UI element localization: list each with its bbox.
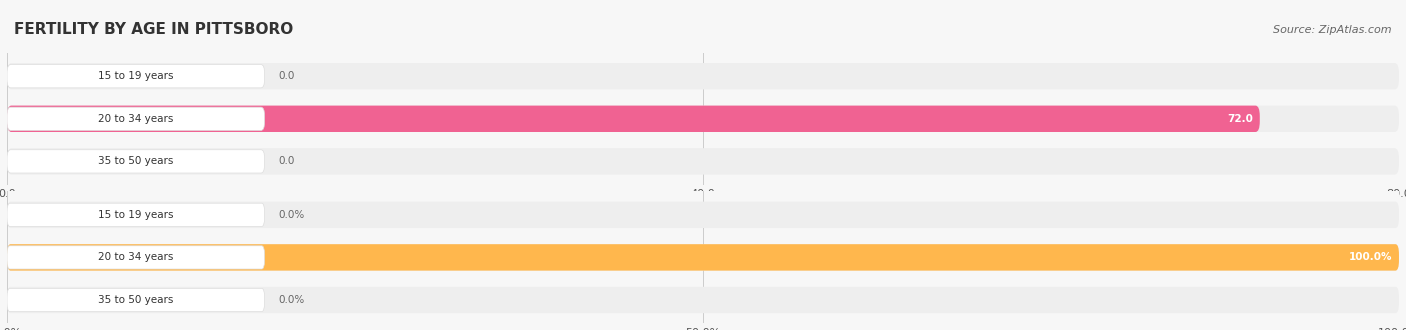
FancyBboxPatch shape (7, 148, 1399, 175)
FancyBboxPatch shape (7, 244, 1399, 271)
FancyBboxPatch shape (7, 65, 264, 88)
FancyBboxPatch shape (7, 246, 264, 269)
Text: 20 to 34 years: 20 to 34 years (98, 252, 173, 262)
Text: Source: ZipAtlas.com: Source: ZipAtlas.com (1274, 25, 1392, 35)
Text: FERTILITY BY AGE IN PITTSBORO: FERTILITY BY AGE IN PITTSBORO (14, 22, 294, 37)
FancyBboxPatch shape (7, 63, 1399, 89)
Text: 15 to 19 years: 15 to 19 years (98, 210, 173, 220)
Text: 100.0%: 100.0% (1348, 252, 1392, 262)
FancyBboxPatch shape (7, 287, 1399, 313)
FancyBboxPatch shape (7, 203, 264, 226)
Text: 0.0%: 0.0% (278, 295, 305, 305)
FancyBboxPatch shape (7, 150, 264, 173)
Text: 0.0: 0.0 (278, 71, 295, 81)
FancyBboxPatch shape (7, 106, 1399, 132)
Text: 72.0: 72.0 (1227, 114, 1253, 124)
Text: 35 to 50 years: 35 to 50 years (98, 156, 173, 166)
Text: 15 to 19 years: 15 to 19 years (98, 71, 173, 81)
FancyBboxPatch shape (7, 107, 264, 130)
Text: 20 to 34 years: 20 to 34 years (98, 114, 173, 124)
FancyBboxPatch shape (7, 244, 1399, 271)
Text: 0.0%: 0.0% (278, 210, 305, 220)
FancyBboxPatch shape (7, 288, 264, 312)
Text: 0.0: 0.0 (278, 156, 295, 166)
Text: 35 to 50 years: 35 to 50 years (98, 295, 173, 305)
FancyBboxPatch shape (7, 202, 1399, 228)
FancyBboxPatch shape (7, 106, 1260, 132)
